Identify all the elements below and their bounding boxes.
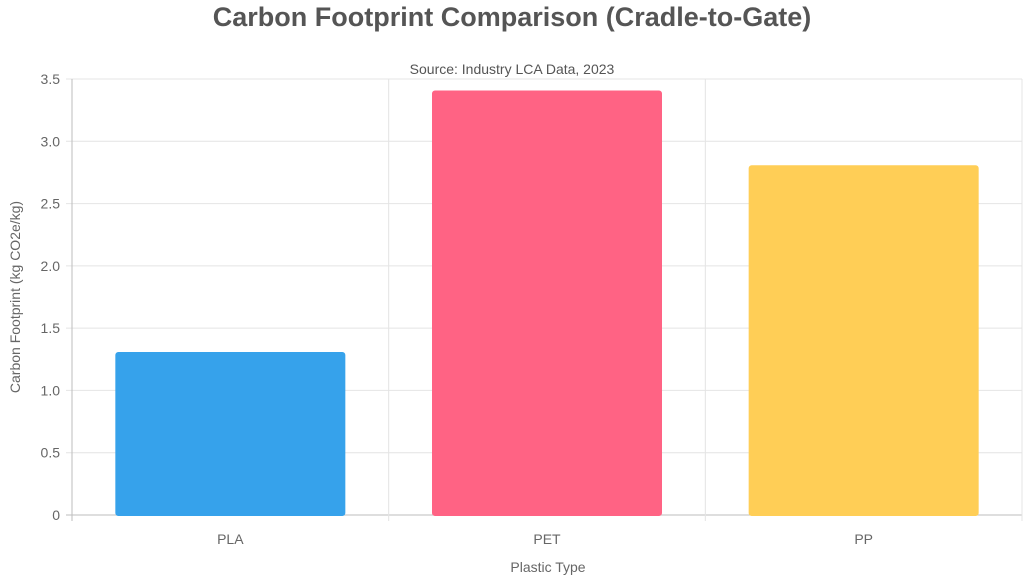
y-axis-title: Carbon Footprint (kg CO2e/kg)	[7, 201, 23, 393]
chart-title: Carbon Footprint Comparison (Cradle-to-G…	[212, 2, 812, 32]
axes: 0 0.5 1.0 1.5 2.0 2.5 3.0 3.5 PLA PET PP	[41, 71, 873, 547]
x-tick-label: PET	[533, 531, 561, 547]
x-tick-label: PP	[854, 531, 873, 547]
y-tick-label: 3.0	[41, 133, 61, 149]
bar-pla	[115, 352, 346, 516]
y-tick-label: 1.5	[41, 320, 61, 336]
y-tick-label: 0.5	[41, 445, 61, 461]
y-tick-label: 2.5	[41, 196, 61, 212]
bar-pet	[432, 90, 662, 516]
y-tick-label: 2.0	[41, 258, 61, 274]
y-tick-label: 1.0	[41, 382, 61, 398]
y-tick-label: 3.5	[41, 71, 61, 87]
x-axis-title: Plastic Type	[510, 559, 585, 575]
chart-subtitle: Source: Industry LCA Data, 2023	[409, 61, 615, 77]
bars	[115, 90, 979, 516]
bar-pp	[748, 165, 979, 516]
x-tick-label: PLA	[217, 531, 244, 547]
y-tick-label: 0	[52, 507, 60, 523]
